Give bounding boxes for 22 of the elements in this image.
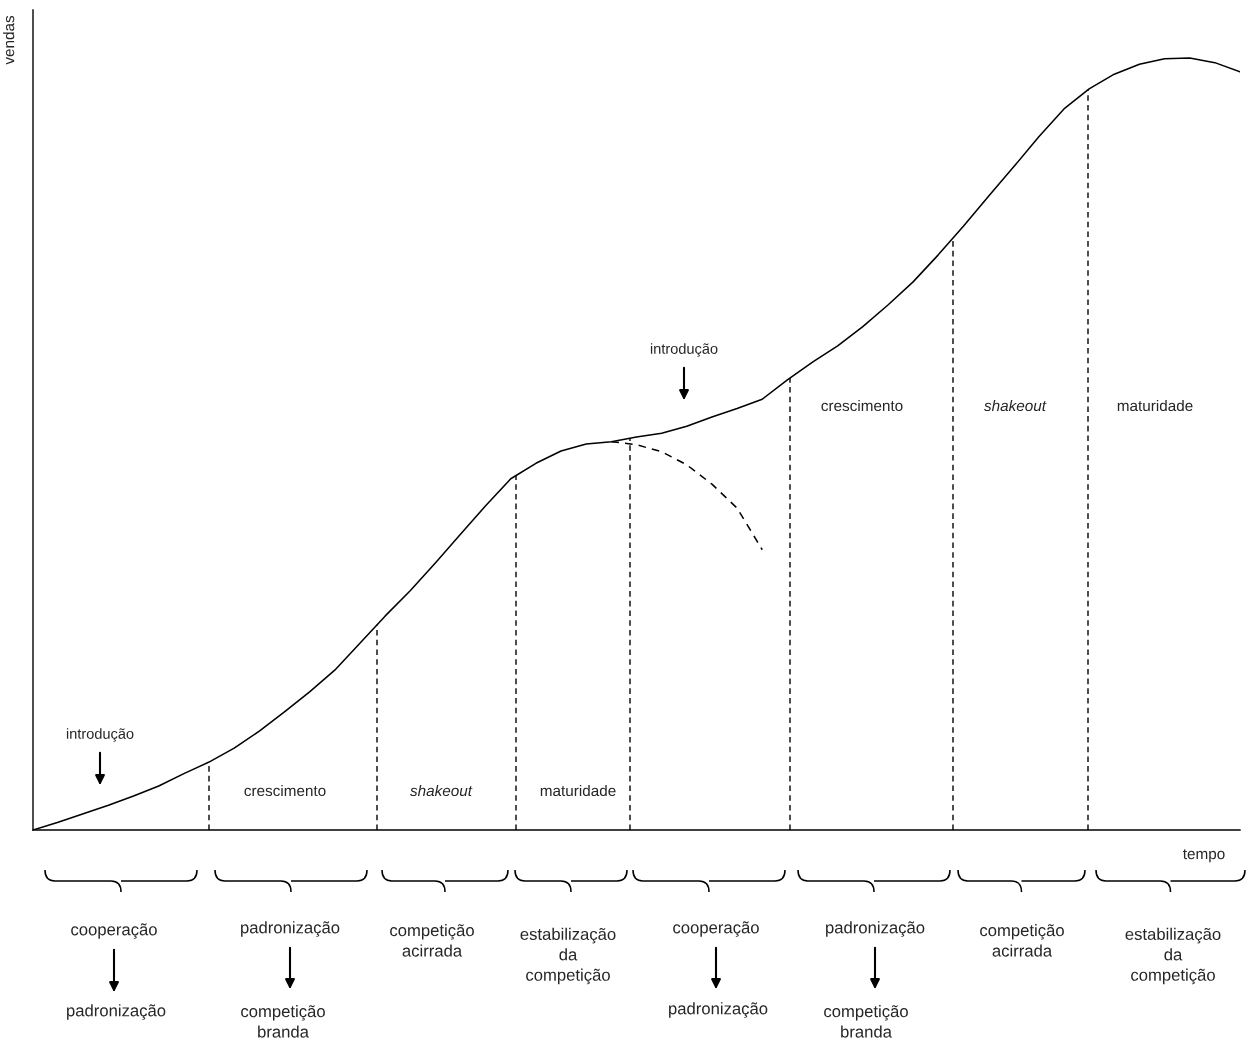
text: competição acirrada <box>980 924 1064 957</box>
annotation: crescimento <box>821 399 903 412</box>
text: competição acirrada <box>390 924 474 957</box>
y-axis-title: vendas <box>3 15 15 65</box>
text: padronização <box>67 1004 166 1020</box>
annotation: maturidade <box>1117 399 1193 412</box>
text: competição branda <box>824 1005 908 1038</box>
text: estabilização da competição <box>520 927 616 985</box>
text: competição branda <box>241 1005 325 1038</box>
annotation: maturidade <box>540 784 616 797</box>
text: estabilização da competição <box>1125 927 1221 985</box>
text: cooperação <box>71 923 157 939</box>
annotation: introdução <box>650 343 718 357</box>
annotation: crescimento <box>244 784 326 797</box>
annotation: shakeout <box>984 399 1047 412</box>
text: padronização <box>669 1002 768 1018</box>
text: padronização <box>826 921 925 937</box>
annotation: shakeout <box>410 784 473 797</box>
annotation: introdução <box>66 728 134 742</box>
text: padronização <box>241 921 340 937</box>
x-axis-title: tempo <box>1183 849 1225 863</box>
text: cooperação <box>673 921 759 937</box>
